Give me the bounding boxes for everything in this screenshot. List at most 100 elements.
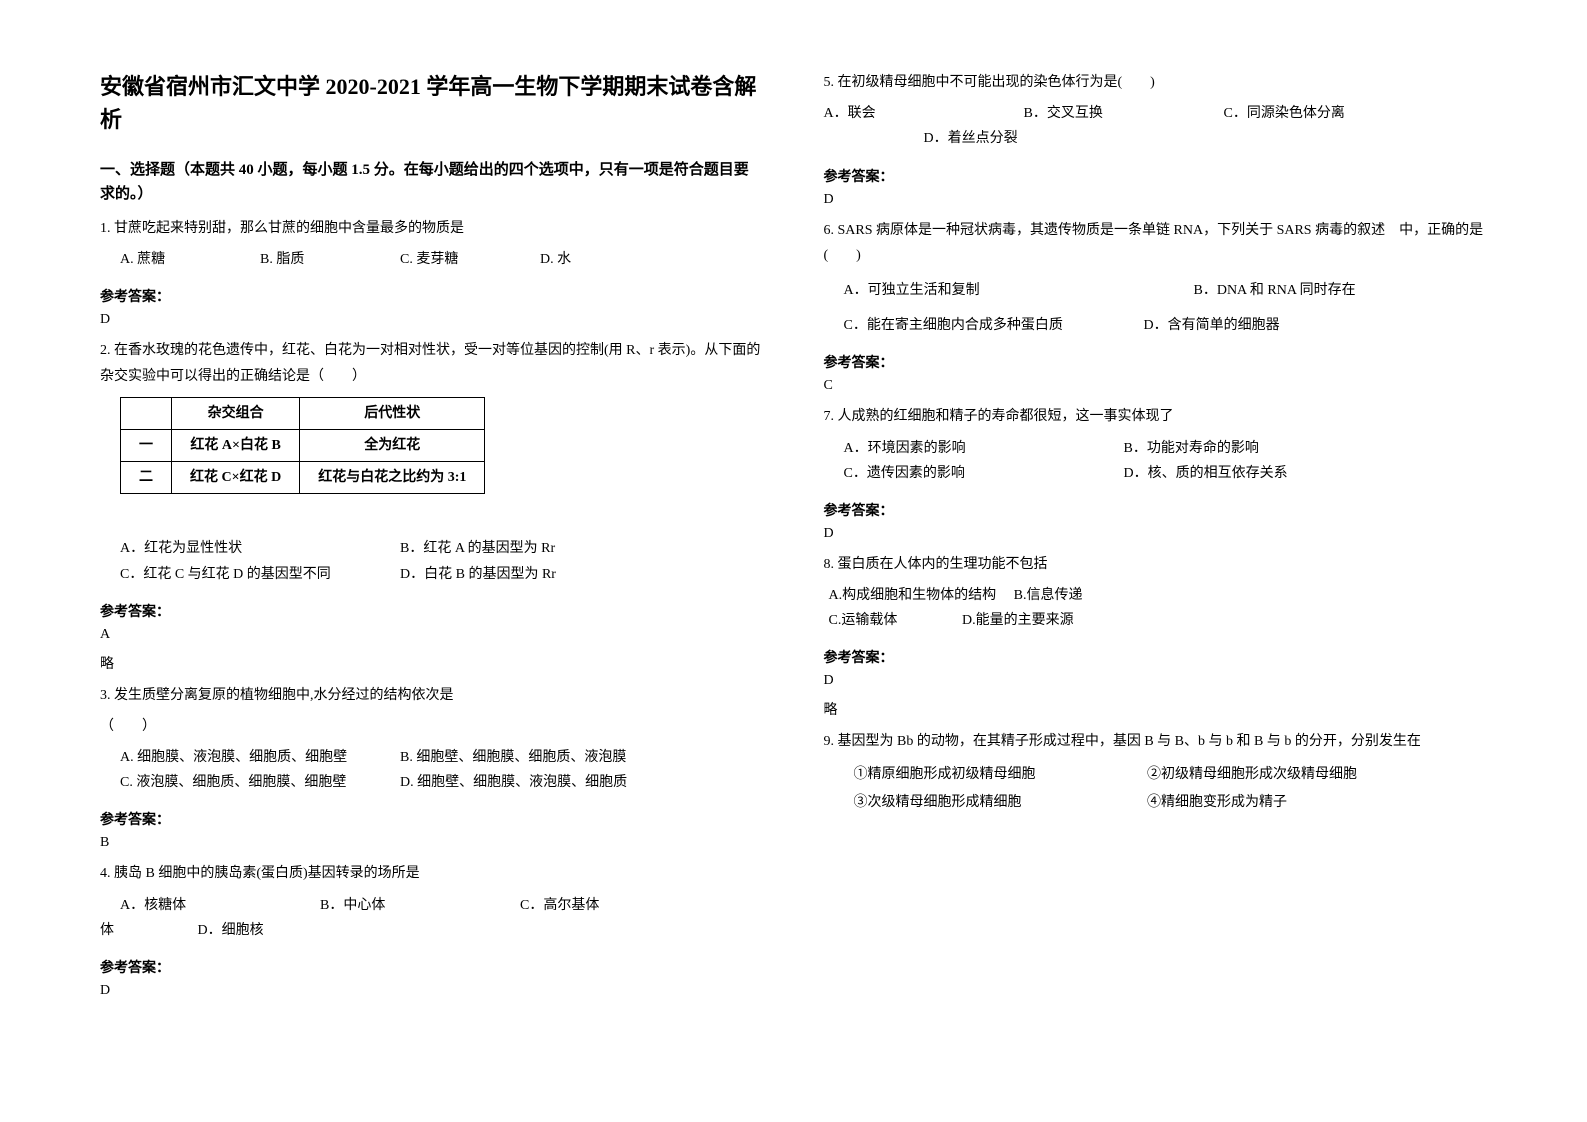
right-column: 5. 在初级精母细胞中不可能出现的染色体行为是( ) A．联会 B．交叉互换 C… <box>824 70 1488 1052</box>
answer-label: 参考答案： <box>100 601 764 621</box>
option-c: C.运输载体 <box>829 608 959 633</box>
option-d: D．核、质的相互依存关系 <box>1124 461 1404 486</box>
question-text: 9. 基因型为 Bb 的动物，在其精子形成过程中，基因 B 与 B、b 与 b … <box>824 729 1488 754</box>
note: 略 <box>100 653 764 673</box>
answer: D <box>824 526 1488 542</box>
options: A. 细胞膜、液泡膜、细胞质、细胞壁 B. 细胞壁、细胞膜、细胞质、液泡膜 C.… <box>100 745 764 795</box>
question-5: 5. 在初级精母细胞中不可能出现的染色体行为是( ) A．联会 B．交叉互换 C… <box>824 70 1488 152</box>
option-b: B.信息传递 <box>1014 588 1083 603</box>
answer-label: 参考答案： <box>824 166 1488 186</box>
question-6: 6. SARS 病原体是一种冠状病毒，其遗传物质是一条单链 RNA，下列关于 S… <box>824 218 1488 339</box>
option-d: D. 水 <box>540 247 680 272</box>
options: A．红花为显性性状 B．红花 A 的基因型为 Rr C．红花 C 与红花 D 的… <box>100 536 764 586</box>
question-8: 8. 蛋白质在人体内的生理功能不包括 A.构成细胞和生物体的结构 B.信息传递 … <box>824 552 1488 634</box>
table-row: 二 红花 C×红花 D 红花与白花之比约为 3:1 <box>121 462 485 494</box>
sub-item: ④精细胞变形成为精子 <box>1147 789 1437 817</box>
sub-items: ①精原细胞形成初级精母细胞 ②初级精母细胞形成次级精母细胞 <box>824 761 1488 789</box>
option-a: A．联会 <box>824 101 1024 126</box>
answer: B <box>100 835 764 851</box>
section-header: 一、选择题（本题共 40 小题，每小题 1.5 分。在每小题给出的四个选项中，只… <box>100 158 764 206</box>
answer-label: 参考答案： <box>100 957 764 977</box>
option-b: B．交叉互换 <box>1024 101 1224 126</box>
option-b: B．红花 A 的基因型为 Rr <box>400 536 680 561</box>
left-column: 安徽省宿州市汇文中学 2020-2021 学年高一生物下学期期末试卷含解析 一、… <box>100 70 764 1052</box>
options: A．联会 B．交叉互换 C．同源染色体分离 <box>824 101 1488 126</box>
answer-label: 参考答案： <box>824 500 1488 520</box>
answer: C <box>824 378 1488 394</box>
options: A. 蔗糖 B. 脂质 C. 麦芽糖 D. 水 <box>100 247 764 272</box>
option-c: C. 液泡膜、细胞质、细胞膜、细胞壁 <box>120 770 400 795</box>
question-7: 7. 人成熟的红细胞和精子的寿命都很短，这一事实体现了 A．环境因素的影响 B．… <box>824 404 1488 486</box>
option-b: B. 细胞壁、细胞膜、细胞质、液泡膜 <box>400 745 680 770</box>
option-d: D. 细胞壁、细胞膜、液泡膜、细胞质 <box>400 770 680 795</box>
option-a: A. 蔗糖 <box>120 247 260 272</box>
question-4: 4. 胰岛 B 细胞中的胰岛素(蛋白质)基因转录的场所是 A．核糖体 B．中心体… <box>100 861 764 943</box>
question-text: 1. 甘蔗吃起来特别甜，那么甘蔗的细胞中含量最多的物质是 <box>100 216 764 241</box>
option-b: B．中心体 <box>320 893 520 918</box>
options: C.运输载体 D.能量的主要来源 <box>824 608 1488 633</box>
option-c: C．能在寄主细胞内合成多种蛋白质 <box>844 313 1144 338</box>
note: 略 <box>824 699 1488 719</box>
option-b: B. 脂质 <box>260 247 400 272</box>
option-d: D.能量的主要来源 <box>962 613 1074 628</box>
option-d: D．着丝点分裂 <box>824 126 1488 151</box>
option-a: A．环境因素的影响 <box>844 436 1124 461</box>
table-cell: 一 <box>121 429 172 461</box>
question-text: 4. 胰岛 B 细胞中的胰岛素(蛋白质)基因转录的场所是 <box>100 861 764 886</box>
options: A.构成细胞和生物体的结构 B.信息传递 <box>824 583 1488 608</box>
question-text: 6. SARS 病原体是一种冠状病毒，其遗传物质是一条单链 RNA，下列关于 S… <box>824 218 1488 268</box>
exam-title: 安徽省宿州市汇文中学 2020-2021 学年高一生物下学期期末试卷含解析 <box>100 70 764 136</box>
option-d: D．白花 B 的基因型为 Rr <box>400 562 680 587</box>
question-2: 2. 在香水玫瑰的花色遗传中，红花、白花为一对相对性状，受一对等位基因的控制(用… <box>100 338 764 586</box>
answer-label: 参考答案： <box>824 352 1488 372</box>
options: A．可独立生活和复制 B．DNA 和 RNA 同时存在 <box>824 278 1488 303</box>
option-a: A.构成细胞和生物体的结构 <box>829 588 997 603</box>
options: A．环境因素的影响 B．功能对寿命的影响 C．遗传因素的影响 D．核、质的相互依… <box>824 436 1488 486</box>
sub-items: ③次级精母细胞形成精细胞 ④精细胞变形成为精子 <box>824 789 1488 817</box>
question-1: 1. 甘蔗吃起来特别甜，那么甘蔗的细胞中含量最多的物质是 A. 蔗糖 B. 脂质… <box>100 216 764 272</box>
question-text: 8. 蛋白质在人体内的生理功能不包括 <box>824 552 1488 577</box>
option-d: D．细胞核 <box>198 923 264 938</box>
table-cell: 全为红花 <box>300 429 485 461</box>
option-d: D．含有简单的细胞器 <box>1144 313 1284 338</box>
cross-table: 杂交组合 后代性状 一 红花 A×白花 B 全为红花 二 红花 C×红花 D 红… <box>120 397 485 495</box>
question-text: 5. 在初级精母细胞中不可能出现的染色体行为是( ) <box>824 70 1488 95</box>
answer: D <box>824 192 1488 208</box>
question-text: 2. 在香水玫瑰的花色遗传中，红花、白花为一对相对性状，受一对等位基因的控制(用… <box>100 338 764 388</box>
question-9: 9. 基因型为 Bb 的动物，在其精子形成过程中，基因 B 与 B、b 与 b … <box>824 729 1488 816</box>
option-a: A．核糖体 <box>120 893 320 918</box>
answer: D <box>100 983 764 999</box>
option-b: B．DNA 和 RNA 同时存在 <box>1194 278 1356 303</box>
question-blank: （ ） <box>100 714 764 739</box>
answer: D <box>824 673 1488 689</box>
table-cell: 红花 C×红花 D <box>172 462 300 494</box>
table-row: 一 红花 A×白花 B 全为红花 <box>121 429 485 461</box>
answer: A <box>100 627 764 643</box>
table-cell: 红花与白花之比约为 3:1 <box>300 462 485 494</box>
option-b: B．功能对寿命的影响 <box>1124 436 1404 461</box>
option-c: C. 麦芽糖 <box>400 247 540 272</box>
table-header: 后代性状 <box>300 397 485 429</box>
answer-label: 参考答案： <box>824 647 1488 667</box>
option-c: C．同源染色体分离 <box>1224 101 1364 126</box>
option-c: C．遗传因素的影响 <box>844 461 1124 486</box>
option-c: C．红花 C 与红花 D 的基因型不同 <box>120 562 400 587</box>
answer-label: 参考答案： <box>100 286 764 306</box>
sub-item: ①精原细胞形成初级精母细胞 <box>854 761 1144 789</box>
sub-item: ③次级精母细胞形成精细胞 <box>854 789 1144 817</box>
option-c-cont: 体 <box>100 923 114 938</box>
option-a: A. 细胞膜、液泡膜、细胞质、细胞壁 <box>120 745 400 770</box>
question-3: 3. 发生质壁分离复原的植物细胞中,水分经过的结构依次是 （ ） A. 细胞膜、… <box>100 683 764 796</box>
answer: D <box>100 312 764 328</box>
options: A．核糖体 B．中心体 C．高尔基体 <box>100 893 764 918</box>
table-header-row: 杂交组合 后代性状 <box>121 397 485 429</box>
table-header <box>121 397 172 429</box>
option-a: A．可独立生活和复制 <box>844 278 1194 303</box>
option-c: C．高尔基体 <box>520 893 670 918</box>
question-text: 7. 人成熟的红细胞和精子的寿命都很短，这一事实体现了 <box>824 404 1488 429</box>
option-a: A．红花为显性性状 <box>120 536 400 561</box>
table-cell: 二 <box>121 462 172 494</box>
sub-item: ②初级精母细胞形成次级精母细胞 <box>1147 761 1437 789</box>
question-text: 3. 发生质壁分离复原的植物细胞中,水分经过的结构依次是 <box>100 683 764 708</box>
table-header: 杂交组合 <box>172 397 300 429</box>
